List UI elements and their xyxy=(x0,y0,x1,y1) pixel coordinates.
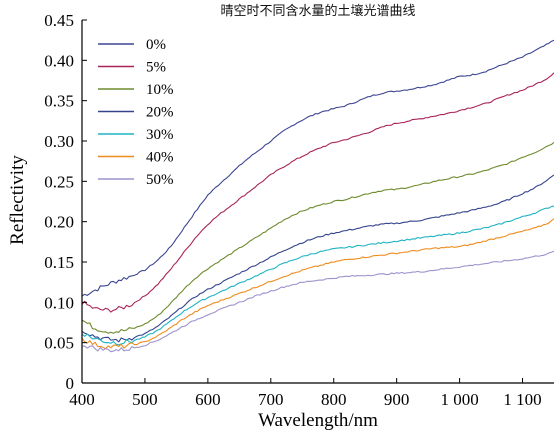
legend-label: 10% xyxy=(146,82,174,98)
y-tick-label: 0.45 xyxy=(44,11,74,30)
x-tick-label: 400 xyxy=(69,390,95,409)
x-tick-label: 900 xyxy=(384,390,410,409)
chart-title: 晴空时不同含水量的土壤光谱曲线 xyxy=(220,3,415,19)
legend: 0% 5% 10% 20% 30% 40% 50% xyxy=(98,37,174,188)
series-line-1 xyxy=(81,72,554,313)
series-line-5 xyxy=(81,218,554,350)
legend-label: 0% xyxy=(146,37,166,53)
x-tick-label: 800 xyxy=(321,390,347,409)
x-axis-label: Wavelength/nm xyxy=(258,410,378,431)
y-axis-label: Reflectivity xyxy=(7,155,28,245)
y-tick-label: 0.10 xyxy=(44,293,74,312)
legend-label: 30% xyxy=(146,127,174,143)
y-tick-label: 0.35 xyxy=(44,92,74,111)
x-tick-label: 1 000 xyxy=(440,390,478,409)
x-axis-ticks: 400 500 600 700 800 900 1 000 1 100 xyxy=(69,378,542,409)
series-line-3 xyxy=(81,174,554,343)
y-tick-label: 0.15 xyxy=(44,253,74,272)
y-tick-label: 0.25 xyxy=(44,172,74,191)
y-axis-ticks: 0 0.05 0.10 0.15 0.20 0.25 0.30 0.35 0.40 0.45 xyxy=(44,11,87,393)
series-layer xyxy=(81,39,554,353)
legend-label: 50% xyxy=(146,172,174,188)
series-line-6 xyxy=(81,250,554,353)
legend-label: 40% xyxy=(146,150,174,166)
legend-label: 20% xyxy=(146,105,174,121)
y-tick-label: 0.40 xyxy=(44,51,74,70)
x-tick-label: 1 100 xyxy=(503,390,541,409)
x-tick-label: 500 xyxy=(132,390,158,409)
y-tick-label: 0.05 xyxy=(44,334,74,353)
series-line-2 xyxy=(81,141,554,334)
legend-label: 5% xyxy=(146,60,166,76)
series-line-4 xyxy=(81,205,554,346)
y-tick-label: 0 xyxy=(66,374,75,393)
y-tick-label: 0.20 xyxy=(44,213,74,232)
y-tick-label: 0.30 xyxy=(44,132,74,151)
x-tick-label: 600 xyxy=(195,390,221,409)
x-tick-label: 700 xyxy=(258,390,284,409)
series-line-0 xyxy=(81,39,554,297)
plot-area xyxy=(81,39,554,353)
